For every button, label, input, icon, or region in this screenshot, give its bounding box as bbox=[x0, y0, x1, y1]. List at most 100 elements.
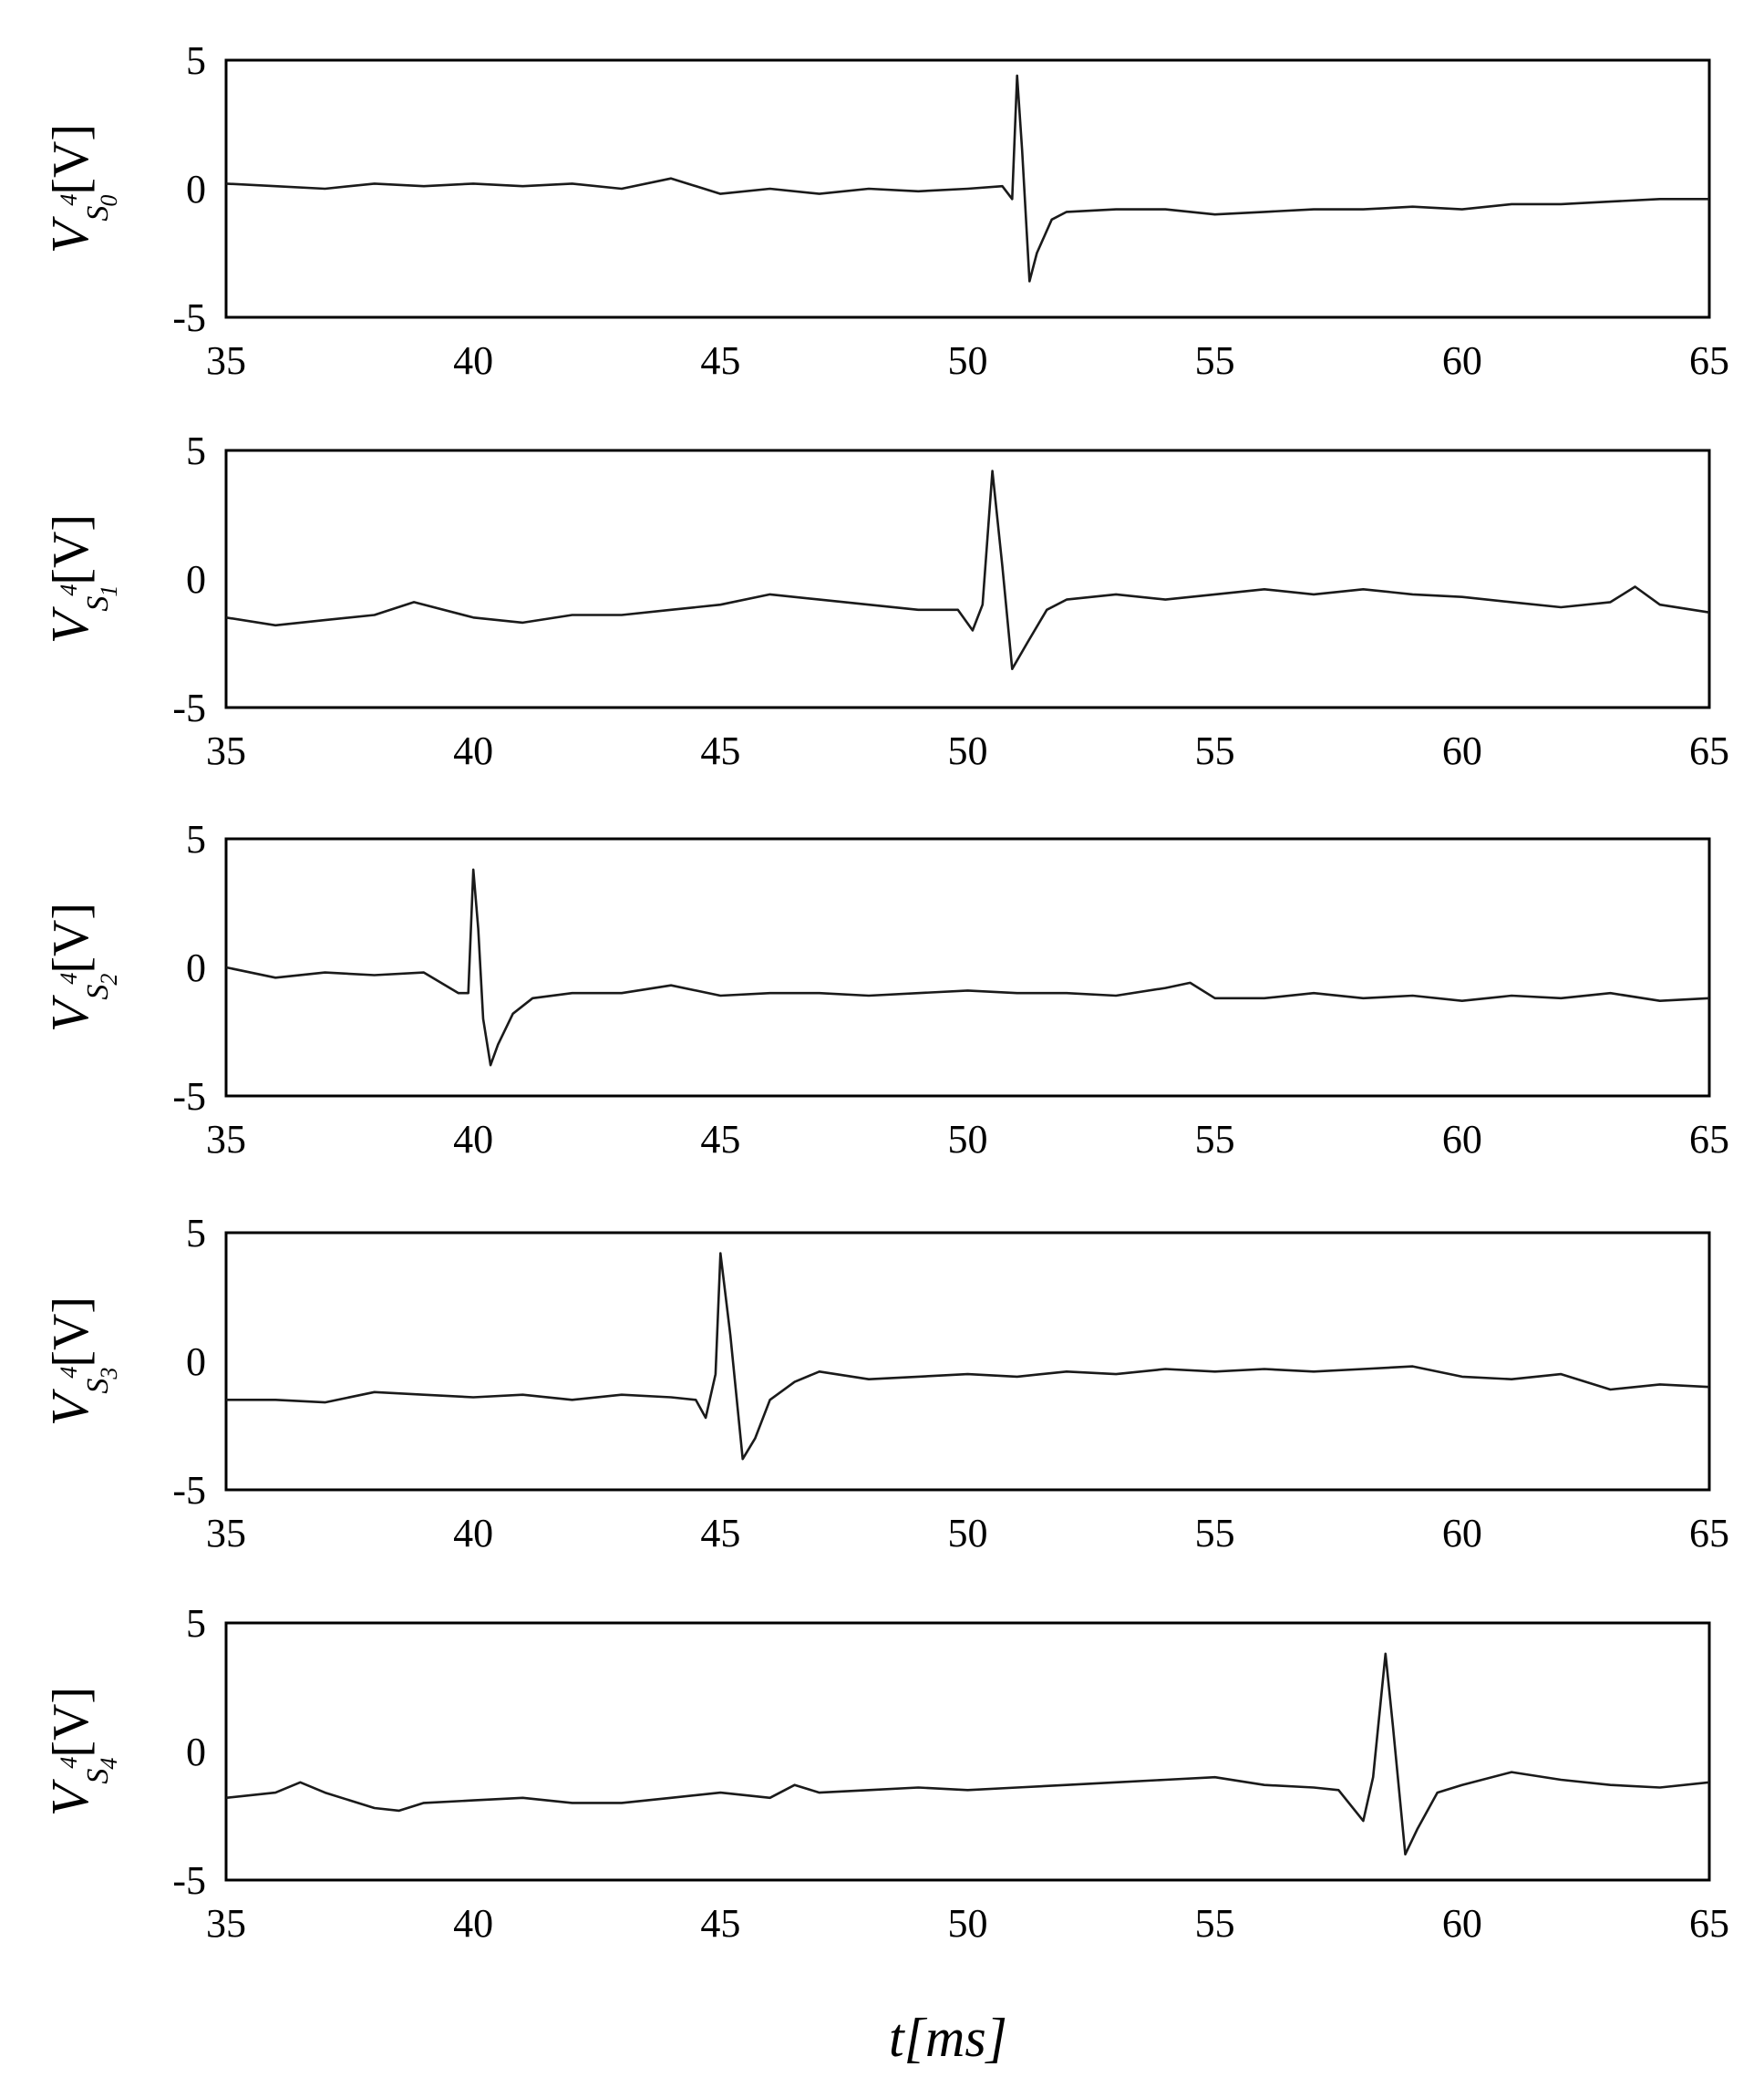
y-axis-label-symbol: V bbox=[40, 1778, 99, 1816]
y-tick-label: 5 bbox=[186, 817, 206, 862]
plot-frame bbox=[224, 837, 1711, 1098]
x-tick-label: 65 bbox=[1689, 1511, 1729, 1555]
x-tick-label: 40 bbox=[453, 728, 493, 773]
y-tick-label: 0 bbox=[186, 1339, 206, 1384]
y-axis-label-unit: [V] bbox=[43, 514, 99, 585]
plot-frame bbox=[224, 1621, 1711, 1882]
x-tick-label: 45 bbox=[700, 1117, 740, 1162]
y-axis-label-symbol: V bbox=[40, 1388, 99, 1426]
series-line bbox=[226, 1252, 1710, 1461]
y-tick-label: 0 bbox=[186, 167, 206, 212]
x-tick-label: 60 bbox=[1442, 1901, 1482, 1946]
x-axis-label-symbol: t bbox=[889, 2008, 905, 2068]
y-axis-label-index: 3 bbox=[96, 1368, 122, 1380]
x-tick-label: 65 bbox=[1689, 338, 1729, 383]
y-axis-label-unit: [V] bbox=[43, 124, 99, 195]
y-tick-label: 5 bbox=[186, 429, 206, 473]
y-tick-label: 5 bbox=[186, 38, 206, 83]
y-axis-label: VS4 4[V] bbox=[40, 1687, 122, 1816]
y-axis-label-sub: S bbox=[81, 985, 115, 1000]
series-line bbox=[225, 1652, 1710, 1856]
y-tick-label: -5 bbox=[172, 1468, 206, 1513]
plot-frame bbox=[224, 449, 1711, 709]
x-tick-label: 65 bbox=[1689, 1117, 1729, 1162]
x-tick-label: 45 bbox=[700, 728, 740, 773]
x-tick-label: 35 bbox=[206, 1117, 246, 1162]
y-axis-label-unit: [V] bbox=[43, 903, 99, 974]
x-tick-label: 50 bbox=[948, 1511, 988, 1555]
y-axis-label-unit: [V] bbox=[43, 1687, 99, 1758]
y-axis-label: VS4 0[V] bbox=[40, 124, 122, 253]
y-tick-label: -5 bbox=[172, 686, 206, 730]
x-tick-label: 55 bbox=[1195, 338, 1235, 383]
x-tick-label: 60 bbox=[1442, 1117, 1482, 1162]
plot-frame bbox=[224, 58, 1711, 319]
x-tick-label: 45 bbox=[700, 1901, 740, 1946]
x-axis-label-unit: [ms] bbox=[904, 2008, 1007, 2068]
y-axis-label-sup: 4 bbox=[56, 973, 82, 985]
y-axis-label: VS4 2[V] bbox=[40, 903, 122, 1032]
y-axis-label: VS4 3[V] bbox=[40, 1297, 122, 1426]
x-tick-label: 60 bbox=[1442, 1511, 1482, 1555]
x-tick-label: 50 bbox=[948, 728, 988, 773]
y-axis-label-sup: 4 bbox=[56, 194, 82, 206]
y-axis-label-index: 0 bbox=[96, 195, 122, 207]
x-tick-label: 65 bbox=[1689, 1901, 1729, 1946]
x-tick-label: 50 bbox=[948, 338, 988, 383]
x-tick-label: 45 bbox=[700, 338, 740, 383]
x-tick-label: 35 bbox=[206, 1511, 246, 1555]
x-tick-label: 35 bbox=[206, 338, 246, 383]
y-tick-label: -5 bbox=[172, 1858, 206, 1903]
y-tick-label: -5 bbox=[172, 1074, 206, 1119]
x-tick-label: 35 bbox=[206, 1901, 246, 1946]
x-tick-label: 40 bbox=[453, 338, 493, 383]
x-tick-label: 55 bbox=[1195, 1511, 1235, 1555]
y-tick-label: 0 bbox=[186, 1730, 206, 1774]
series-line bbox=[225, 74, 1709, 283]
y-axis-label-symbol: V bbox=[40, 605, 99, 644]
y-axis-label-sup: 4 bbox=[56, 584, 82, 596]
y-tick-label: 0 bbox=[186, 557, 206, 602]
y-tick-label: 0 bbox=[186, 946, 206, 990]
y-axis-label-sub: S bbox=[81, 206, 115, 222]
y-axis-label-index: 4 bbox=[96, 1758, 122, 1770]
x-tick-label: 55 bbox=[1195, 1901, 1235, 1946]
x-tick-label: 55 bbox=[1195, 728, 1235, 773]
y-axis-label-symbol: V bbox=[40, 994, 99, 1032]
y-axis-label-index: 1 bbox=[96, 585, 122, 597]
x-tick-label: 65 bbox=[1689, 728, 1729, 773]
x-axis-label: t[ms] bbox=[889, 2008, 1007, 2068]
x-tick-label: 45 bbox=[700, 1511, 740, 1555]
y-axis-label-sup: 4 bbox=[56, 1367, 82, 1379]
y-axis-label-sub: S bbox=[81, 1769, 115, 1784]
x-tick-label: 55 bbox=[1195, 1117, 1235, 1162]
x-tick-label: 40 bbox=[453, 1901, 493, 1946]
y-axis-label-sup: 4 bbox=[56, 1757, 82, 1769]
y-axis-label-sub: S bbox=[81, 596, 115, 612]
x-tick-label: 40 bbox=[453, 1511, 493, 1555]
y-axis-label-unit: [V] bbox=[43, 1297, 99, 1368]
plot-frame bbox=[224, 1231, 1711, 1492]
y-axis-label-index: 2 bbox=[96, 974, 122, 986]
x-tick-label: 40 bbox=[453, 1117, 493, 1162]
x-tick-label: 35 bbox=[206, 728, 246, 773]
y-tick-label: -5 bbox=[172, 295, 206, 340]
y-axis-label-sub: S bbox=[81, 1379, 115, 1394]
series-line bbox=[225, 868, 1710, 1067]
y-axis-label-symbol: V bbox=[40, 215, 99, 253]
x-tick-label: 50 bbox=[948, 1117, 988, 1162]
y-tick-label: 5 bbox=[186, 1601, 206, 1646]
x-tick-label: 60 bbox=[1442, 338, 1482, 383]
x-tick-label: 60 bbox=[1442, 728, 1482, 773]
series-line bbox=[225, 470, 1710, 670]
x-tick-label: 50 bbox=[948, 1901, 988, 1946]
y-tick-label: 5 bbox=[186, 1211, 206, 1256]
y-axis-label: VS4 1[V] bbox=[40, 514, 122, 644]
